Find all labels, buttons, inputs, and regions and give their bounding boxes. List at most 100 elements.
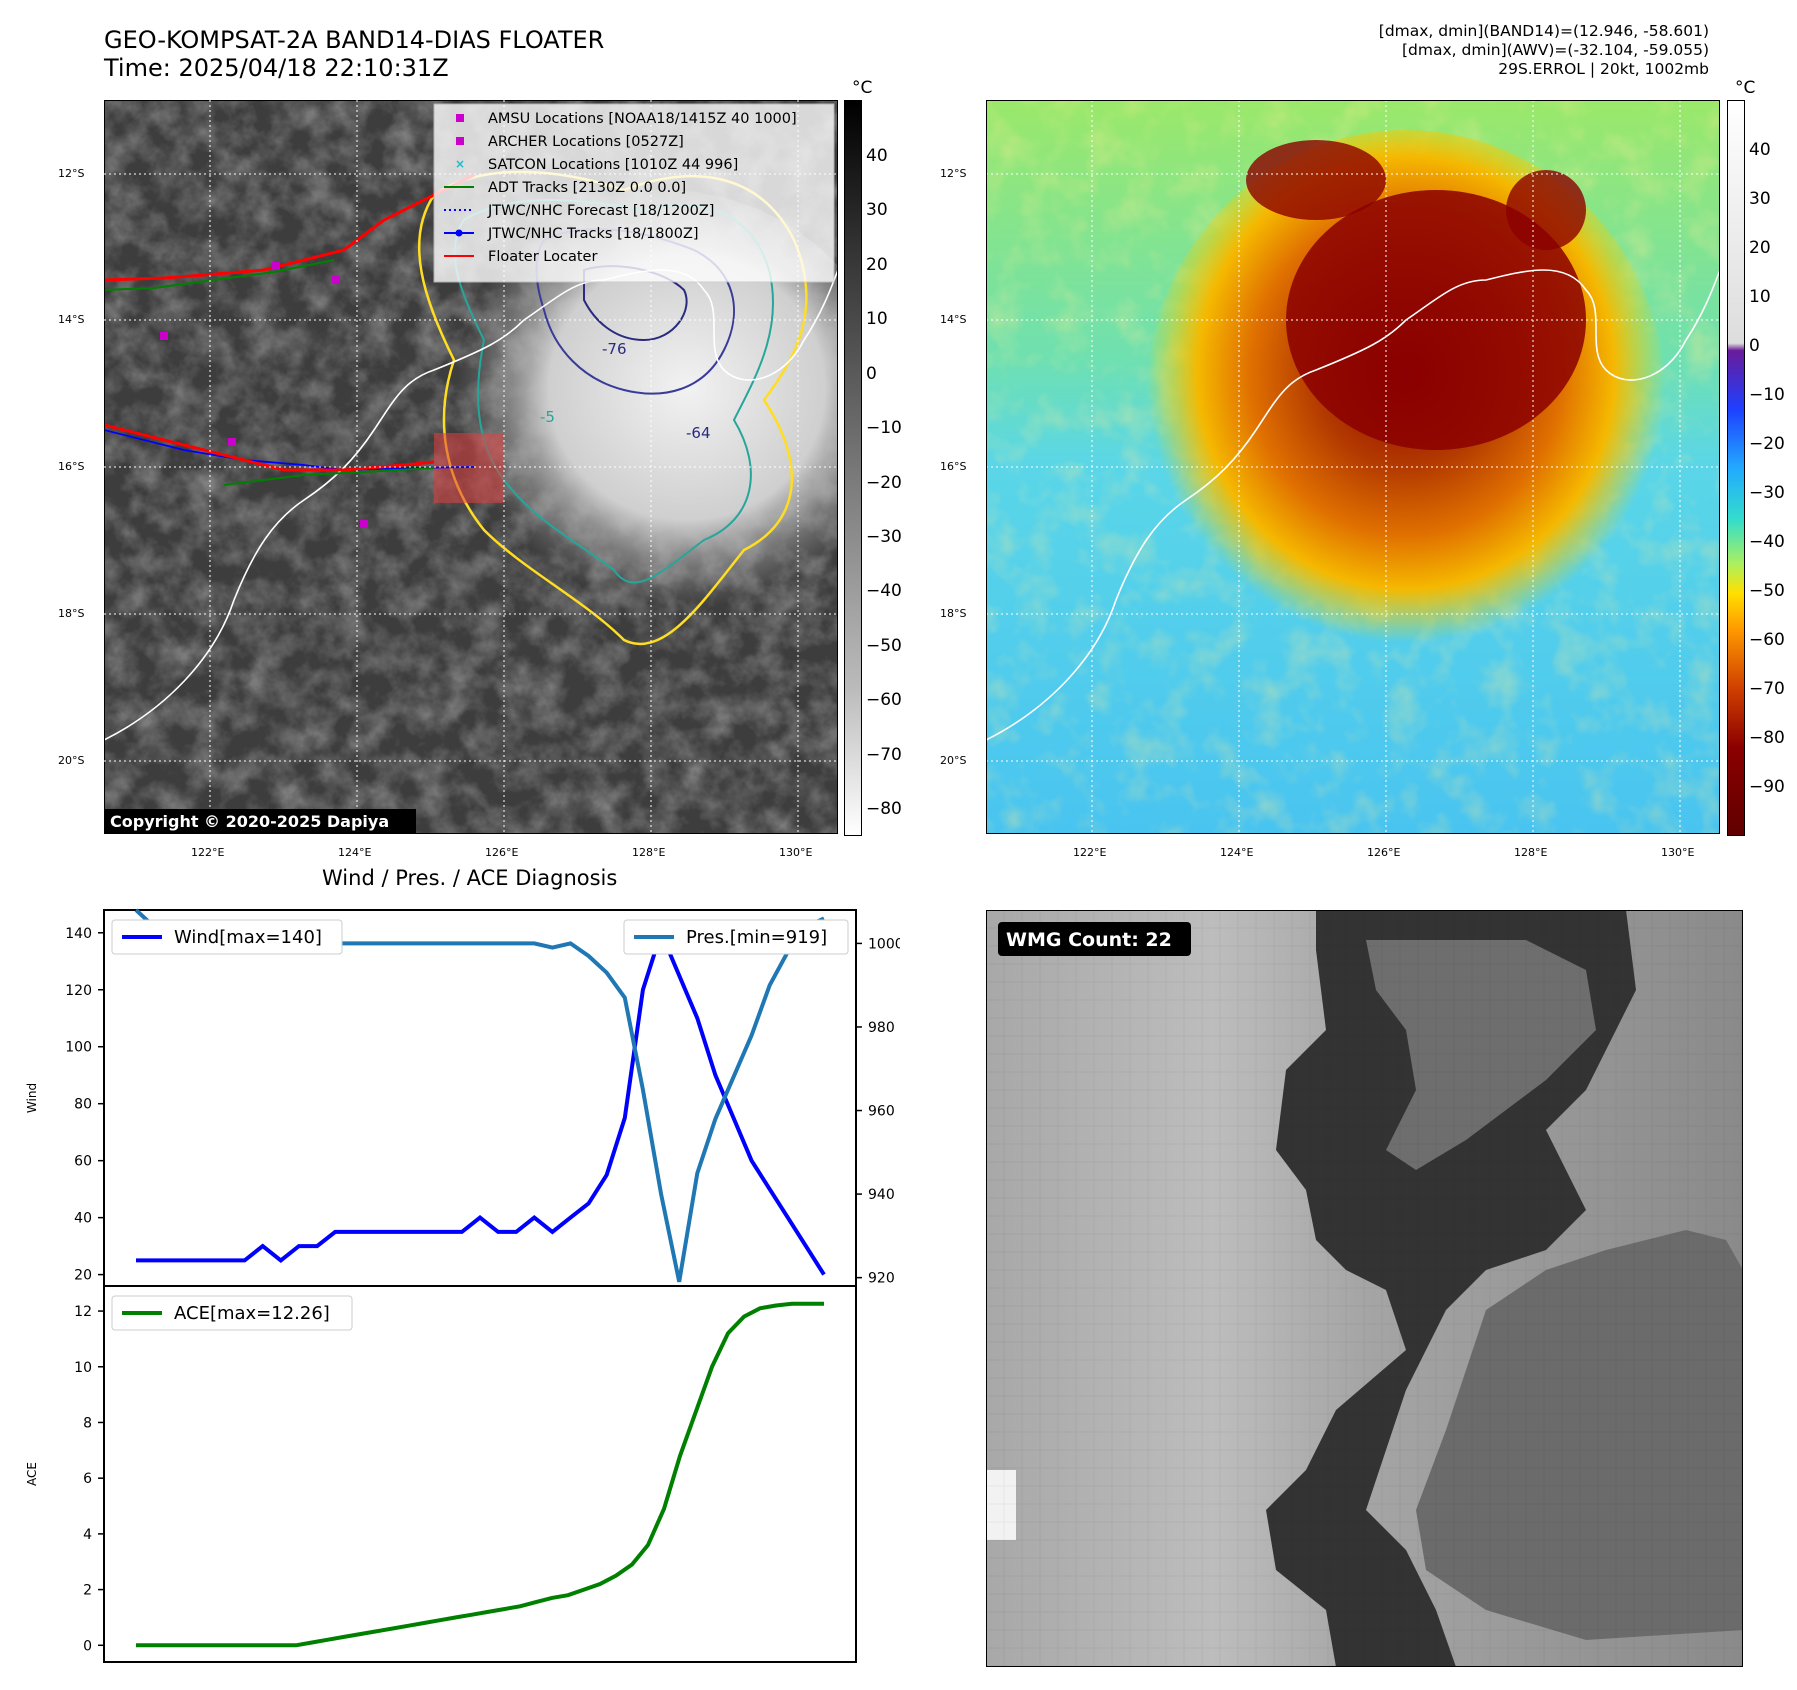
stats-block: [dmax, dmin](BAND14)=(12.946, -58.601) […: [1379, 22, 1709, 79]
lon-label: 128°E: [1514, 846, 1548, 859]
title-line-2: Time: 2025/04/18 22:10:31Z: [104, 54, 449, 82]
awv-colorbar-unit: °C: [1735, 78, 1756, 98]
pressure-tick-label: 940: [868, 1187, 895, 1203]
ir-cbar-tick: −80: [866, 799, 902, 819]
ace-axis-label: ACE: [25, 1462, 39, 1486]
contour-label-64: -64: [686, 424, 711, 442]
awv-cbar-tick: −60: [1749, 630, 1785, 650]
awv-cbar-tick: −40: [1749, 532, 1785, 552]
ir-cbar-tick: 0: [866, 364, 877, 384]
awv-colorbar: [1727, 100, 1745, 836]
wind-tick-label: 40: [74, 1211, 92, 1227]
ir-colorbar-ticks: 40 30 20 10 0 −10 −20 −30 −40 −50 −60 −7…: [866, 100, 916, 834]
awv-coastline: [986, 269, 1720, 741]
pressure-tick-label: 980: [868, 1020, 895, 1036]
legend-label-tracks: JTWC/NHC Tracks [18/1800Z]: [487, 226, 699, 242]
band14-range: [dmax, dmin](BAND14)=(12.946, -58.601): [1378, 22, 1709, 40]
ace-tick-label: 8: [83, 1415, 92, 1431]
lon-label: 130°E: [1661, 846, 1695, 859]
diagnosis-title: Wind / Pres. / ACE Diagnosis: [322, 866, 618, 890]
wmg-panel: WMG Count: 22: [986, 910, 1743, 1667]
pressure-tick-label: 1000: [868, 936, 900, 952]
lat-label: 12°S: [940, 167, 967, 180]
awv-cbar-tick: −80: [1749, 728, 1785, 748]
awv-core-north: [1246, 140, 1386, 220]
ace-legend-label: ACE[max=12.26]: [174, 1303, 330, 1324]
storm-cloud-mass: [434, 190, 838, 630]
ir-colorbar-unit: °C: [852, 78, 873, 98]
storm-info: 29S.ERROL | 20kt, 1002mb: [1498, 60, 1709, 78]
wind-pres-frame: [103, 909, 857, 1287]
diagnosis-chart: 204060801001201409209409609801000WindPre…: [25, 908, 900, 1663]
lon-label: 122°E: [191, 846, 225, 859]
jtwc-track-south: [104, 429, 475, 471]
ir-cbar-tick: 30: [866, 200, 888, 220]
ace-tick-label: 4: [83, 1527, 92, 1543]
wmg-badge: [998, 922, 1191, 956]
copyright-text: Copyright © 2020-2025 Dapiya: [110, 812, 389, 831]
ir-cbar-tick: −10: [866, 418, 902, 438]
lon-label: 124°E: [1220, 846, 1254, 859]
pressure-line: [134, 908, 825, 1283]
awv-lat-labels: 12°S 14°S 16°S 18°S 20°S: [940, 100, 984, 834]
lat-label: 14°S: [58, 313, 85, 326]
ir-cbar-tick: −20: [866, 473, 902, 493]
legend-label-satcon: SATCON Locations [1010Z 44 996]: [488, 157, 738, 173]
copyright-badge: [104, 809, 416, 834]
awv-range: [dmax, dmin](AWV)=(-32.104, -59.055): [1402, 41, 1709, 59]
figure-title: GEO-KOMPSAT-2A BAND14-DIAS FLOATER Time:…: [104, 26, 604, 82]
ir-cbar-tick: −50: [866, 636, 902, 656]
legend-marker-satcon: ×: [455, 157, 465, 171]
pressure-legend-label: Pres.[min=919]: [686, 927, 827, 948]
awv-lon-labels: 122°E 124°E 126°E 128°E 130°E: [986, 846, 1720, 862]
lat-label: 20°S: [58, 754, 85, 767]
awv-cbar-tick: −50: [1749, 581, 1785, 601]
awv-cbar-tick: 10: [1749, 287, 1771, 307]
contour-label-76: -76: [602, 340, 627, 358]
wind-tick-label: 80: [74, 1097, 92, 1113]
contour-label-5: -5: [540, 408, 555, 426]
awv-colorbar-ticks: 40 30 20 10 0 −10 −20 −30 −40 −50 −60 −7…: [1749, 100, 1794, 834]
ace-tick-label: 10: [74, 1360, 92, 1376]
awv-cbar-tick: −70: [1749, 679, 1785, 699]
legend-marker-archer: [456, 137, 464, 145]
wind-tick-label: 140: [65, 926, 92, 942]
ir-cbar-tick: 10: [866, 309, 888, 329]
ir-cbar-tick: −70: [866, 745, 902, 765]
awv-cbar-tick: −20: [1749, 434, 1785, 454]
pressure-tick-label: 920: [868, 1271, 895, 1287]
wmg-badge-text: WMG Count: 22: [1006, 929, 1172, 951]
awv-cbar-tick: 20: [1749, 238, 1771, 258]
awv-cbar-tick: −10: [1749, 385, 1785, 405]
legend-label-floater: Floater Locater: [488, 249, 597, 265]
ir-lat-labels: 12°S 14°S 16°S 18°S 20°S: [58, 100, 102, 834]
title-line-1: GEO-KOMPSAT-2A BAND14-DIAS FLOATER: [104, 26, 605, 54]
awv-core-east: [1506, 170, 1586, 250]
track-red-north: [104, 173, 475, 282]
legend-marker-amsu: [456, 114, 464, 122]
pressure-tick-label: 960: [868, 1104, 895, 1120]
ir-cbar-tick: −60: [866, 690, 902, 710]
track-red-south: [104, 423, 435, 472]
wind-axis-label: Wind: [25, 1083, 39, 1113]
amsu-marker: [272, 262, 280, 270]
coastline: [104, 269, 838, 741]
wmg-pixel-grid: [986, 910, 1743, 1667]
lat-label: 18°S: [58, 607, 85, 620]
ir-cbar-tick: −40: [866, 581, 902, 601]
ir-colorbar: [844, 100, 862, 836]
lat-label: 16°S: [58, 460, 85, 473]
legend-marker-tracks-dot: [455, 229, 463, 237]
wind-legend-box: [111, 919, 343, 955]
legend-label-amsu: AMSU Locations [NOAA18/1415Z 40 1000]: [488, 111, 797, 127]
awv-gridlines: [986, 100, 1720, 834]
lat-label: 12°S: [58, 167, 85, 180]
ir-legend-markers: ×: [444, 114, 474, 257]
lon-label: 126°E: [1367, 846, 1401, 859]
wind-legend-label: Wind[max=140]: [174, 927, 322, 948]
adt-track-north: [104, 259, 335, 291]
archer-marker: [160, 332, 168, 340]
ir-gridlines: [104, 100, 838, 834]
awv-cbar-tick: 0: [1749, 336, 1760, 356]
ace-legend-box: [111, 1295, 353, 1331]
